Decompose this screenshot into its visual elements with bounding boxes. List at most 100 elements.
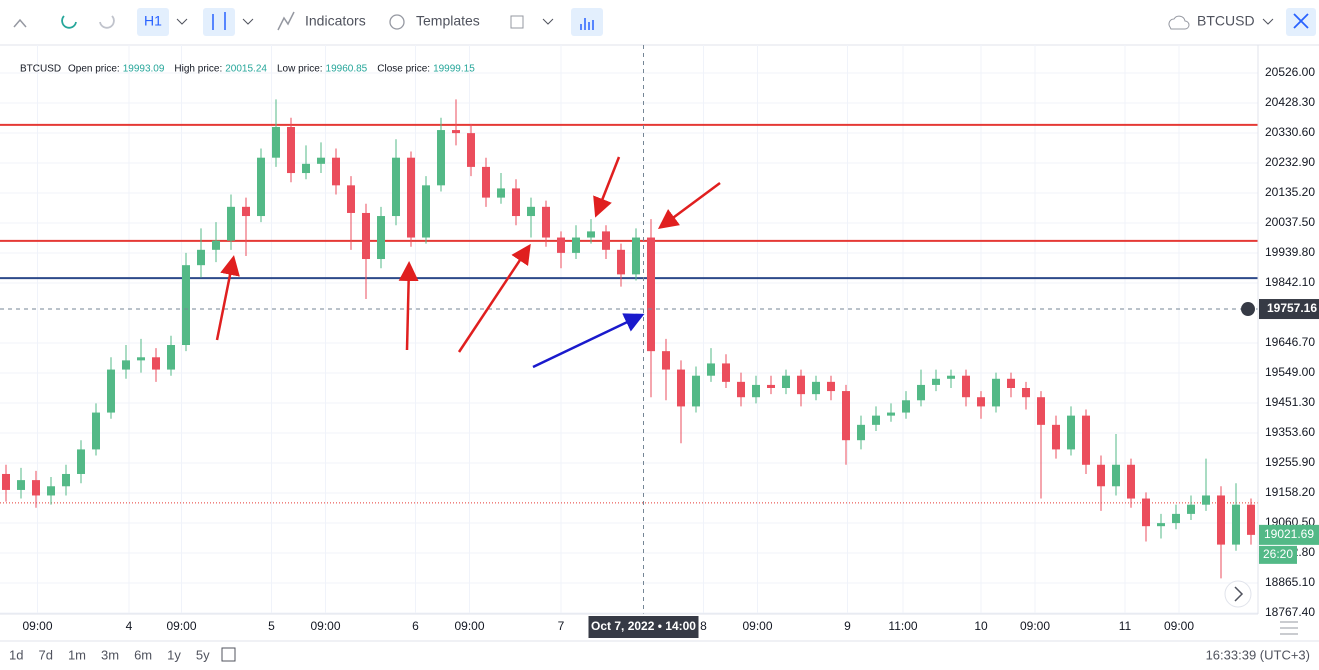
redo-button[interactable] — [99, 15, 115, 29]
y-tick-label: 19646.70 — [1265, 335, 1315, 349]
candle-body — [1097, 464, 1105, 487]
candle-body — [1022, 387, 1030, 398]
candle-body — [722, 363, 730, 382]
candle-body — [377, 216, 385, 260]
info-bar: Open price: 19993.09 High price: 20015.24 Lo… — [68, 64, 475, 75]
candle-body — [557, 237, 565, 253]
clock: 16:33:39 (UTC+3) — [1206, 647, 1310, 662]
candle-body — [782, 375, 790, 388]
candle-body — [587, 231, 595, 238]
dropdown[interactable] — [542, 18, 554, 25]
candle-body — [302, 163, 310, 174]
candle-body — [227, 206, 235, 241]
candle-body — [1112, 464, 1120, 487]
candle-body — [857, 424, 865, 441]
range-bar: 1d 7d 1m 3m 6m 1y 5y — [9, 647, 210, 662]
info-value: 20015.24 — [225, 64, 267, 75]
candle-body — [1202, 495, 1210, 505]
info-symbol: BTCUSD — [20, 64, 61, 75]
arrow — [457, 243, 531, 353]
cloud-icon — [1168, 15, 1190, 30]
candle-body — [932, 378, 940, 385]
candle-body — [392, 157, 400, 217]
interval-button[interactable] — [137, 8, 169, 36]
templates-button[interactable]: Templates — [416, 13, 480, 29]
candle-body — [737, 381, 745, 398]
crosshair-plus — [1241, 302, 1255, 317]
candle-body — [17, 480, 25, 490]
candle-body — [407, 157, 415, 238]
x-tick-label: 6 — [412, 619, 419, 633]
candle-body — [482, 166, 490, 198]
indicators-button[interactable]: Indicators — [305, 13, 366, 29]
candle-body — [797, 375, 805, 395]
candle-body — [347, 185, 355, 213]
scroll-right-button[interactable] — [1224, 580, 1252, 608]
candle-body — [362, 212, 370, 260]
candle-body — [1082, 415, 1090, 465]
y-tick-label: 20135.20 — [1265, 185, 1315, 199]
range-button[interactable]: 1d — [9, 647, 23, 662]
settings-button[interactable] — [1280, 621, 1298, 635]
candle-body — [527, 206, 535, 217]
candle-body — [32, 480, 40, 496]
candle-body — [1247, 504, 1255, 535]
candle-body — [917, 384, 925, 401]
candle-body — [1052, 424, 1060, 450]
symbol-button[interactable]: BTCUSD — [1197, 13, 1255, 29]
candle-body — [467, 133, 475, 167]
candle-body — [677, 369, 685, 407]
y-tick-label: 18865.10 — [1265, 575, 1315, 589]
candle-body — [977, 397, 985, 407]
x-tick-label: 5 — [268, 619, 275, 633]
volume-icon — [580, 18, 594, 30]
dropdown[interactable] — [242, 18, 254, 25]
candle-body — [542, 206, 550, 238]
candle-body — [647, 237, 655, 352]
arrow — [398, 261, 419, 351]
calendar-button[interactable] — [510, 15, 524, 29]
candle-body — [137, 357, 145, 361]
candle-body — [707, 363, 715, 376]
crosshair-time: Oct 7, 2022 • 14:00 — [591, 619, 696, 633]
x-tick-label: 9 — [844, 619, 851, 633]
y-tick-label: 19158.20 — [1265, 485, 1315, 499]
fullscreen-icon — [1293, 13, 1309, 29]
candle-body — [842, 391, 850, 441]
chevron — [1234, 586, 1244, 602]
candle-body — [497, 188, 505, 198]
plot-area — [0, 45, 1258, 614]
dropdown[interactable] — [176, 18, 188, 25]
range-button[interactable]: 1y — [167, 647, 181, 662]
candle-body — [182, 265, 190, 346]
crosshair-price-tag — [1259, 299, 1319, 320]
candle-body — [617, 249, 625, 275]
candle-body — [47, 486, 55, 496]
date-range-button[interactable] — [221, 647, 236, 662]
candle-body — [1232, 504, 1240, 545]
x-tick-label: 09:00 — [1164, 619, 1194, 633]
dropdown[interactable] — [1262, 18, 1274, 25]
candle-body — [2, 473, 10, 490]
info-value: 19993.09 — [123, 64, 165, 75]
range-button[interactable]: 7d — [38, 647, 52, 662]
collapse-button[interactable] — [13, 18, 27, 28]
chart-type-button[interactable] — [203, 8, 235, 36]
range-button[interactable]: 6m — [134, 647, 152, 662]
range-button[interactable]: 5y — [196, 647, 210, 662]
candle-body — [1157, 523, 1165, 527]
x-tick-label: 7 — [558, 619, 565, 633]
templates-icon — [389, 14, 405, 30]
y-tick-label: 19549.00 — [1265, 365, 1315, 379]
candle-body — [1172, 513, 1180, 524]
range-button[interactable]: 3m — [101, 647, 119, 662]
countdown: 26:20 — [1263, 547, 1293, 561]
volume-button[interactable] — [571, 8, 603, 36]
info-value: 19960.85 — [326, 64, 368, 75]
candle-body — [1007, 378, 1015, 388]
undo-button[interactable] — [61, 15, 77, 29]
range-button[interactable]: 1m — [68, 647, 86, 662]
arrow — [532, 313, 645, 369]
y-tick-label: 20037.50 — [1265, 215, 1315, 229]
